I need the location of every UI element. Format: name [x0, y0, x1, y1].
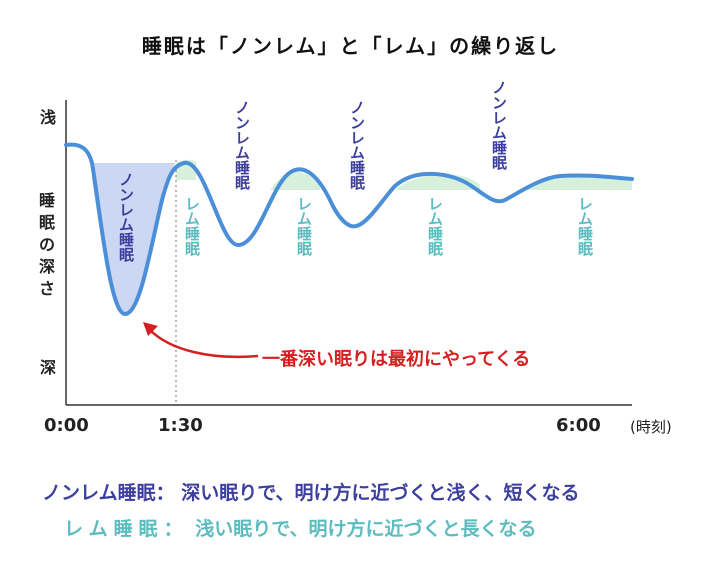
label-nonrem-3-text: ノンレム睡眠 [348, 100, 366, 190]
x-tick-1: 1:30 [158, 415, 203, 436]
callout-text: 一番深い眠りは最初にやってくる [262, 349, 531, 370]
label-nonrem-4-text: ノンレム睡眠 [490, 80, 508, 170]
label-rem-4-text: レム睡眠 [576, 196, 594, 256]
x-tick-2: 6:00 [556, 415, 601, 436]
label-rem-4: レム睡眠 [575, 196, 595, 261]
deep-sleep-fill [92, 163, 176, 315]
legend-rem-key: レム睡眠： [64, 518, 189, 540]
label-nonrem-4: ノンレム睡眠 [489, 80, 509, 175]
label-nonrem-1-text: ノンレム睡眠 [117, 172, 135, 262]
callout-arrowhead [143, 322, 158, 336]
label-rem-2-text: レム睡眠 [295, 196, 313, 256]
sleep-depth-curve [64, 142, 634, 317]
x-tick-0: 0:00 [44, 415, 89, 436]
label-nonrem-1: ノンレム睡眠 [116, 172, 136, 267]
label-rem-3: レム睡眠 [425, 196, 445, 261]
label-nonrem-2: ノンレム睡眠 [232, 100, 252, 195]
y-axis-title: 睡眠の深さ [38, 191, 55, 298]
label-nonrem-2-text: ノンレム睡眠 [233, 100, 251, 190]
label-rem-2: レム睡眠 [294, 196, 314, 261]
label-rem-1-text: レム睡眠 [183, 196, 201, 256]
diagram-title: 睡眠は「ノンレム」と「レム」の繰り返し [141, 34, 560, 58]
legend-nonrem: ノンレム睡眠： 深い眠りで、明け方に近づくと浅く、短くなる [42, 478, 580, 505]
legend-nonrem-key: ノンレム睡眠： [42, 482, 175, 504]
callout-arrow [149, 329, 259, 359]
legend-rem-desc: 浅い眠りで、明け方に近づくと長くなる [195, 518, 537, 540]
legend-nonrem-desc: 深い眠りで、明け方に近づくと浅く、短くなる [181, 482, 580, 504]
y-label-deep: 深 [40, 358, 57, 377]
rem-fill-2 [270, 172, 320, 190]
x-axis-unit: (時刻) [630, 418, 672, 436]
label-nonrem-3: ノンレム睡眠 [347, 100, 367, 195]
label-rem-1: レム睡眠 [182, 196, 202, 261]
legend-rem: レム睡眠： 浅い眠りで、明け方に近づくと長くなる [64, 514, 537, 541]
label-rem-3-text: レム睡眠 [426, 196, 444, 256]
y-label-shallow: 浅 [40, 108, 57, 127]
